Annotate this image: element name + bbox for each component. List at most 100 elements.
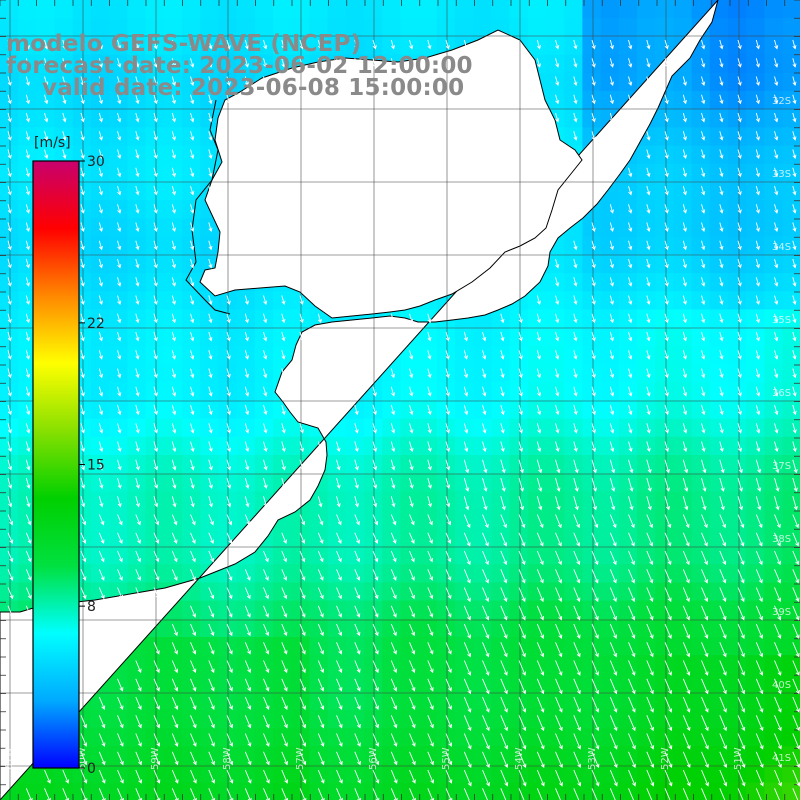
wind-arrow (299, 423, 304, 434)
wind-cell (254, 709, 274, 729)
wind-arrow (609, 477, 616, 492)
wind-cell (400, 382, 420, 401)
wind-arrow (682, 185, 687, 196)
wind-cell (236, 764, 256, 784)
wind-cell (782, 109, 800, 128)
wind-arrow (482, 605, 490, 621)
wind-arrow (299, 587, 306, 600)
longitude-label: 52W (660, 747, 671, 770)
wind-cell (273, 18, 292, 37)
wind-arrow (244, 58, 249, 68)
wind-cell (600, 382, 620, 401)
wind-arrow (117, 331, 122, 342)
wind-cell (345, 473, 365, 492)
wind-cell (691, 182, 711, 201)
wind-arrow (755, 222, 760, 232)
wind-arrow (98, 39, 103, 50)
wind-arrow (719, 295, 724, 305)
wind-arrow (117, 751, 124, 766)
wind-arrow (226, 404, 231, 416)
wind-cell (345, 746, 365, 765)
wind-cell (327, 618, 347, 638)
wind-cell (273, 618, 292, 638)
wind-cell (418, 782, 438, 800)
wind-cell (473, 473, 492, 492)
wind-cell (436, 400, 456, 420)
wind-arrow (117, 204, 122, 214)
wind-cell (600, 364, 620, 383)
wind-cell (546, 655, 565, 674)
wind-arrow (792, 660, 800, 676)
wind-arrow (80, 423, 85, 434)
wind-arrow (190, 222, 195, 232)
wind-cell (145, 728, 165, 747)
wind-cell (382, 709, 401, 729)
wind-cell (145, 236, 165, 256)
wind-cell (782, 655, 800, 674)
wind-cell (582, 327, 602, 347)
wind-arrow (664, 569, 672, 584)
wind-cell (637, 618, 656, 638)
wind-arrow (372, 532, 379, 544)
wind-cell (600, 637, 620, 656)
wind-cell (109, 728, 128, 747)
wind-cell (600, 418, 620, 438)
wind-cell (582, 546, 602, 565)
wind-cell (764, 473, 784, 492)
wind-arrow (25, 459, 31, 471)
wind-arrow (609, 660, 618, 676)
wind-cell (655, 254, 674, 274)
wind-cell (582, 382, 602, 401)
wind-cell (18, 509, 37, 529)
wind-cell (364, 400, 383, 420)
wind-arrow (701, 423, 706, 434)
wind-cell (418, 0, 438, 19)
wind-cell (418, 764, 438, 784)
wind-arrow (682, 76, 687, 86)
wind-arrow (190, 149, 195, 159)
wind-cell (182, 18, 201, 37)
wind-cell (509, 600, 529, 620)
wind-arrow (135, 39, 140, 50)
wind-cell (491, 327, 511, 347)
wind-cell (400, 764, 420, 784)
wind-cell (400, 546, 420, 565)
wind-arrow (737, 331, 742, 342)
wind-cell (546, 273, 565, 292)
wind-arrow (792, 76, 797, 86)
wind-cell (746, 655, 765, 674)
wind-arrow (299, 623, 306, 637)
wind-cell (709, 746, 729, 765)
wind-arrow (208, 386, 213, 397)
wind-arrow (682, 277, 687, 287)
wind-cell (637, 491, 656, 511)
wind-arrow (536, 441, 542, 453)
wind-cell (200, 345, 219, 365)
wind-arrow (609, 313, 614, 324)
wind-cell (764, 109, 784, 128)
wind-cell (673, 382, 693, 401)
wind-arrow (135, 331, 140, 342)
wind-arrow (208, 459, 213, 471)
wind-arrow (682, 514, 690, 529)
wind-cell (418, 509, 438, 529)
wind-cell (200, 0, 219, 19)
wind-cell (673, 182, 693, 201)
wind-cell (418, 18, 438, 37)
wind-cell (546, 764, 565, 784)
wind-cell (455, 400, 474, 420)
wind-arrow (591, 240, 596, 251)
longitude-label: 56W (368, 747, 379, 770)
wind-cell (618, 436, 638, 456)
wind-arrow (701, 185, 706, 196)
wind-cell (546, 564, 565, 583)
wind-cell (18, 18, 37, 37)
wind-cell (655, 455, 674, 474)
wind-arrow (701, 550, 708, 566)
wind-arrow (62, 131, 67, 141)
wind-arrow (153, 386, 158, 397)
wind-arrow (390, 441, 396, 453)
wind-arrow (463, 350, 468, 360)
wind-arrow (135, 204, 140, 214)
